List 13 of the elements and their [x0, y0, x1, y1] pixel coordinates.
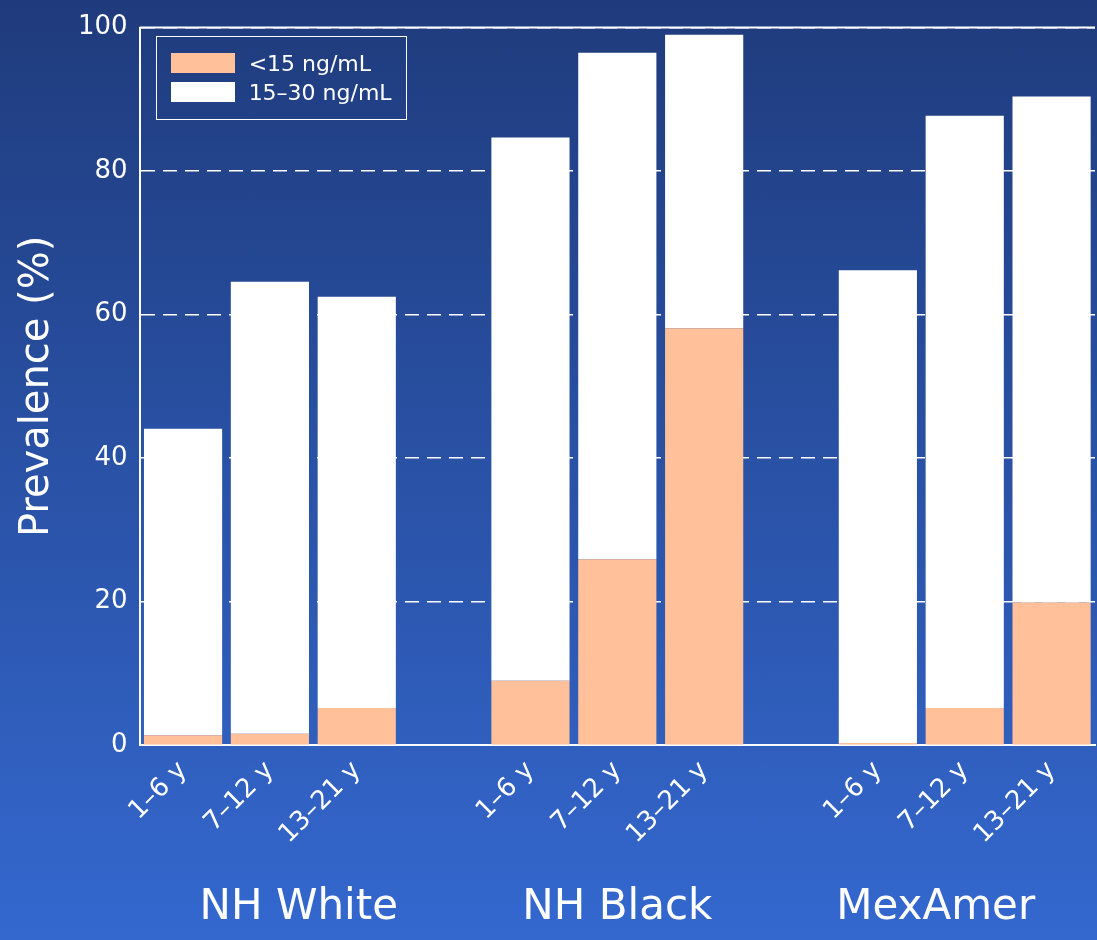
y-tick-label: 80	[94, 153, 128, 184]
x-tick-label: 1–6 y	[816, 754, 887, 825]
text: NH White	[198, 880, 400, 929]
y-tick-label: 100	[77, 10, 128, 41]
y-tick-label: 40	[94, 440, 128, 471]
x-tick-label: 1–6 y	[468, 754, 540, 825]
legend-label: 15–30 ng/mL	[248, 79, 392, 105]
y-tick-label: 20	[94, 584, 128, 615]
y-tick-label: 60	[94, 297, 128, 328]
legend-label: <15 ng/mL	[248, 50, 372, 76]
text: NH Black	[521, 880, 714, 929]
text: MexAmer	[835, 880, 1037, 929]
y-axis-title: Prevalence (%)	[11, 235, 58, 538]
